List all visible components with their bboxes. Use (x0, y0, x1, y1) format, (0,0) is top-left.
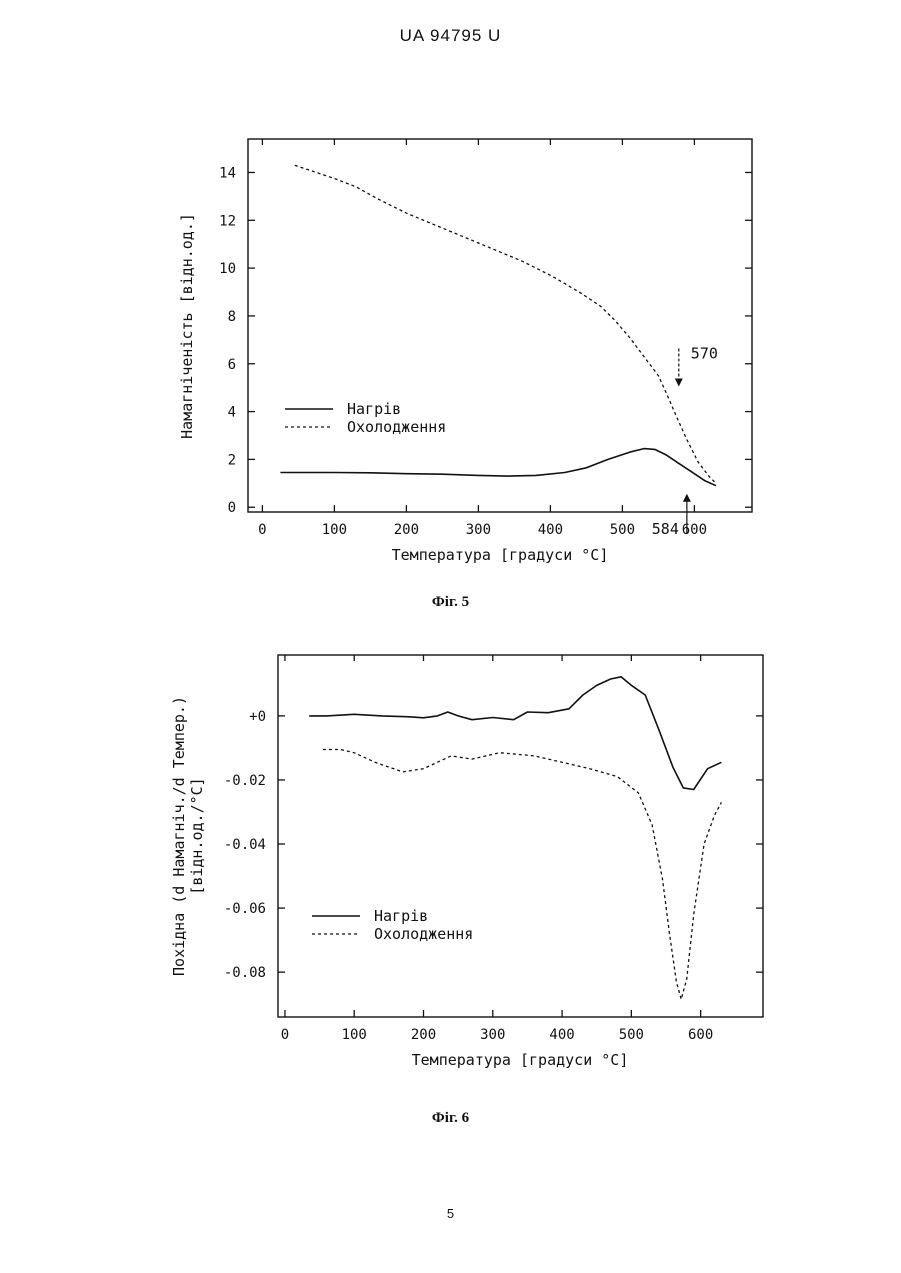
x-tick-label: 0 (281, 1027, 289, 1043)
derivative-chart: 0 100 200 300 400 500 600 +0 -0.02 -0.04 -0.06 -0.0… (0, 0, 901, 1110)
cooling-series-line (323, 750, 721, 1000)
x-axis-label: Температура [градуси °C] (412, 1051, 629, 1069)
y-tick-label: -0.08 (224, 965, 266, 981)
y-axis-label-line-1: Похідна (d Намагніч./d Темпер.) (170, 696, 188, 976)
plot-frame (278, 655, 763, 1017)
y-tick-label: +0 (249, 709, 266, 725)
x-tick-label: 100 (342, 1027, 367, 1043)
x-tick-label: 600 (688, 1027, 713, 1043)
legend-entry: Охолодження (374, 925, 473, 943)
y-tick-label: -0.04 (224, 837, 266, 853)
x-tick-label: 400 (549, 1027, 574, 1043)
y-axis-label-line-2: [відн.од./°C] (188, 777, 206, 894)
heating-series-line (309, 677, 721, 790)
x-tick-label: 300 (480, 1027, 505, 1043)
x-tick-label: 500 (619, 1027, 644, 1043)
y-tick-label: -0.02 (224, 773, 266, 789)
y-tick-label: -0.06 (224, 901, 266, 917)
figure-6-caption: Фіг. 6 (0, 1110, 901, 1127)
legend-entry: Нагрів (374, 907, 428, 925)
page-number: 5 (0, 1206, 901, 1221)
x-tick-label: 200 (411, 1027, 436, 1043)
